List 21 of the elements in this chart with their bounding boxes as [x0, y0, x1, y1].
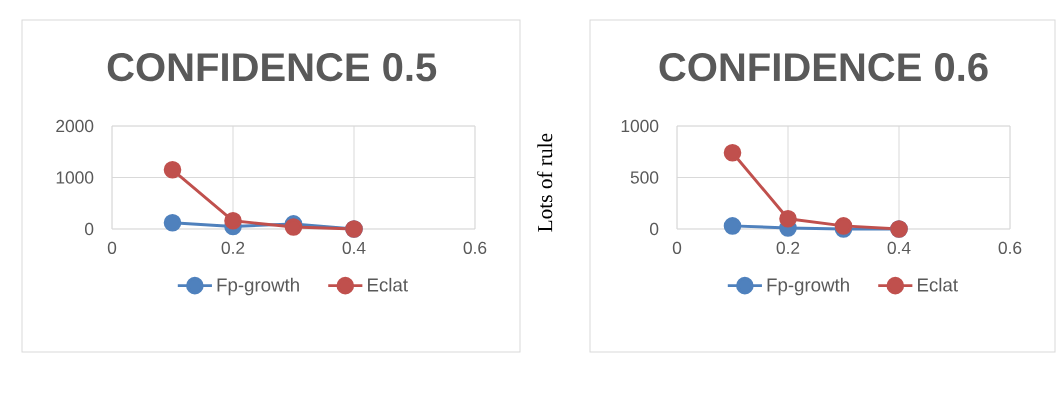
y-tick-label: 1000 — [621, 119, 659, 133]
y-tick-label: 2000 — [56, 119, 94, 133]
legend-label: Fp-growth — [217, 277, 299, 296]
x-tick-label: 0 — [672, 241, 682, 254]
x-tick-label: 0 — [107, 241, 117, 254]
x-tick-label: 0.6 — [463, 241, 487, 254]
chart-title: CONFIDENCE 0.5 — [107, 52, 437, 82]
y-tick-label: 500 — [630, 171, 659, 184]
y-tick-label: 0 — [649, 222, 659, 236]
x-tick-label: 0.4 — [342, 241, 366, 254]
x-tick-label: 0.4 — [887, 241, 911, 254]
legend-label: Eclat — [368, 277, 408, 292]
x-tick-label: 0.6 — [998, 241, 1022, 254]
x-tick-label: 0.2 — [776, 241, 800, 254]
y-axis-title: Lots of rule — [537, 133, 553, 232]
legend-label: Fp-growth — [767, 277, 849, 296]
chart-title: CONFIDENCE 0.6 — [659, 52, 988, 82]
x-tick-label: 0.2 — [221, 241, 245, 254]
y-tick-label: 1000 — [56, 171, 94, 184]
legend-label: Eclat — [918, 277, 958, 292]
y-tick-label: 0 — [84, 222, 94, 236]
